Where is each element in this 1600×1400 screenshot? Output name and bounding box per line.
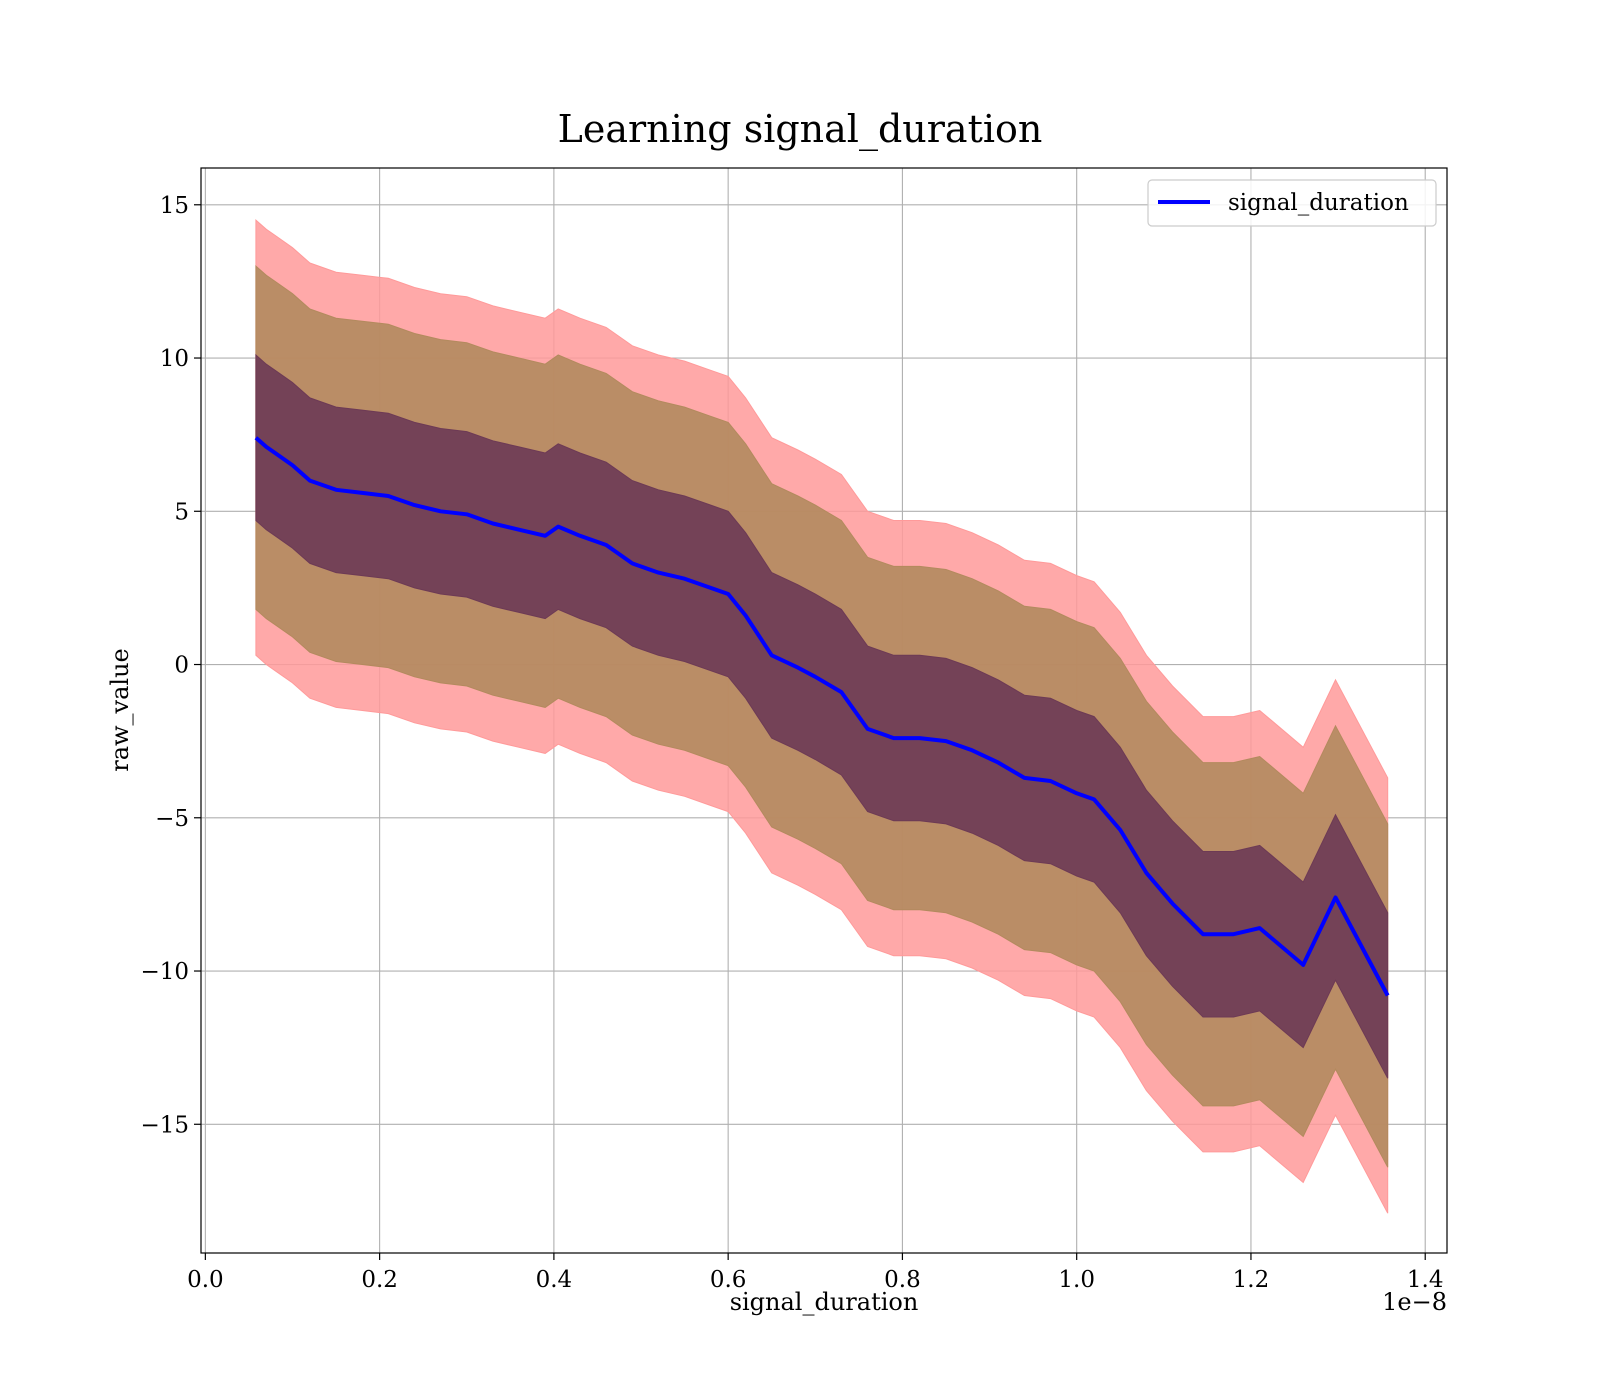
x-axis-label: signal_duration — [730, 1288, 919, 1316]
x-tick-label: 1.2 — [1233, 1267, 1270, 1293]
legend-entry-signal-duration: signal_duration — [1228, 190, 1409, 216]
series-line-signal-duration — [254, 436, 1390, 997]
y-tick-label: 0 — [174, 653, 189, 679]
legend-box — [1147, 179, 1437, 227]
y-axis-label: raw_value — [106, 648, 134, 772]
x-tick-label: 0.6 — [710, 1267, 747, 1293]
x-tick-label: 0.2 — [361, 1267, 398, 1293]
chart-title: Learning signal_duration — [558, 107, 1043, 152]
legend: signal_duration — [1147, 179, 1437, 227]
y-tick-label: −15 — [140, 1112, 189, 1138]
y-axis-ticks: 15 10 5 0 −5 −10 −15 — [140, 193, 201, 1138]
y-tick-label: 5 — [174, 499, 189, 525]
x-tick-label: 0.4 — [536, 1267, 573, 1293]
y-tick-label: −5 — [155, 806, 189, 832]
x-axis-offset-label: 1e−8 — [1382, 1288, 1447, 1316]
x-axis-ticks: 0.0 0.2 0.4 0.6 0.8 1.0 1.2 1.4 — [187, 1253, 1444, 1293]
x-tick-label: 1.0 — [1058, 1267, 1095, 1293]
plot-frame — [200, 167, 1448, 1254]
confidence-bands — [255, 218, 1389, 1214]
x-tick-label: 1.4 — [1407, 1267, 1444, 1293]
x-tick-label: 0.8 — [884, 1267, 921, 1293]
series-lines — [254, 436, 1390, 997]
y-tick-label: 10 — [160, 346, 189, 372]
x-tick-label: 0.0 — [187, 1267, 224, 1293]
y-tick-label: 15 — [160, 193, 189, 219]
y-tick-label: −10 — [140, 959, 189, 985]
